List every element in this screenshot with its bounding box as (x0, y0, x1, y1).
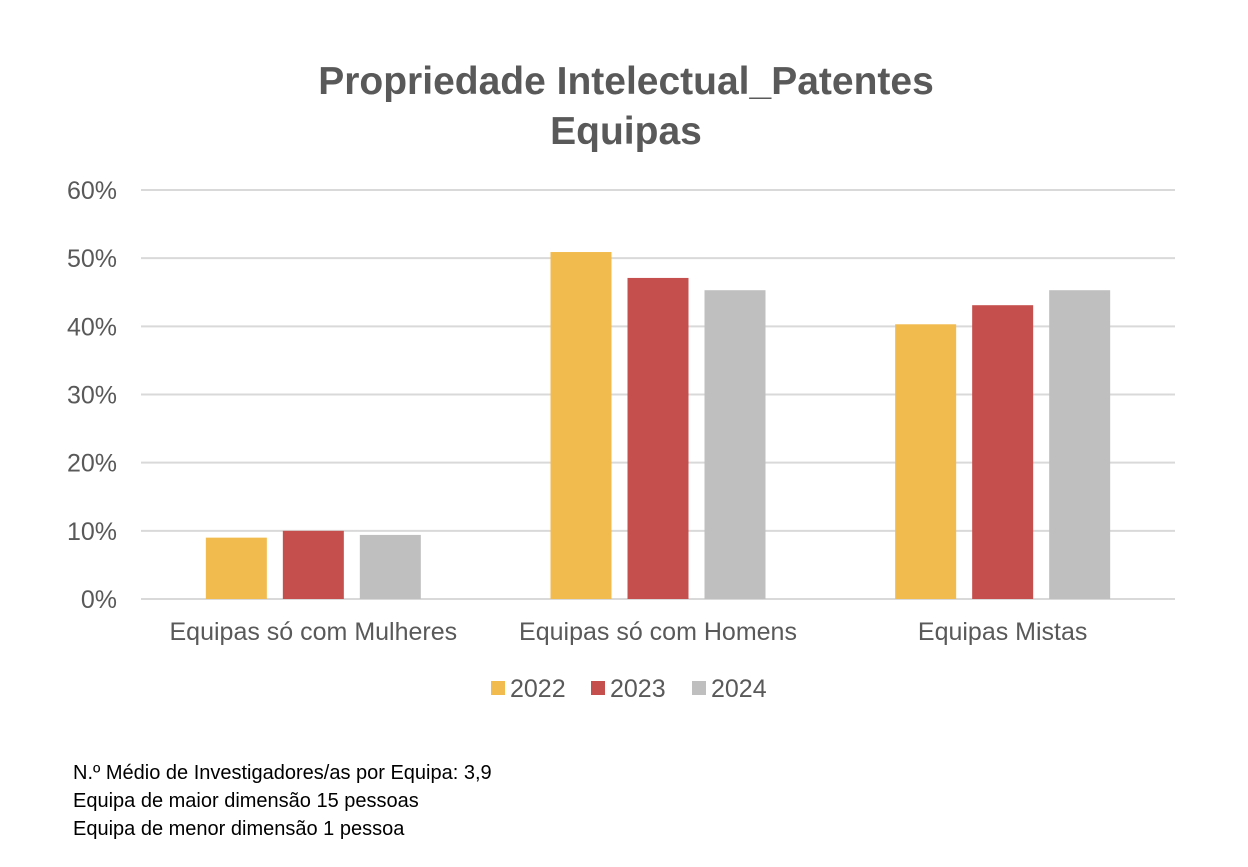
y-tick-label: 60% (67, 177, 117, 205)
x-tick-label: Equipas só com Mulheres (170, 618, 458, 646)
bar-2023-0 (283, 531, 344, 599)
y-tick-label: 20% (67, 450, 117, 478)
y-tick-label: 10% (67, 518, 117, 546)
bar-2022-1 (551, 252, 612, 599)
legend-label: 2023 (610, 675, 666, 703)
note-largest-team: Equipa de maior dimensão 15 pessoas (73, 790, 419, 813)
note-smallest-team: Equipa de menor dimensão 1 pessoa (73, 818, 404, 841)
bar-2022-0 (206, 538, 267, 599)
y-tick-label: 40% (67, 313, 117, 341)
bar-2024-0 (360, 535, 421, 599)
y-tick-label: 50% (67, 245, 117, 273)
legend-label: 2024 (711, 675, 767, 703)
y-tick-label: 0% (81, 586, 117, 614)
bar-2023-2 (972, 305, 1033, 599)
note-average-team: N.º Médio de Investigadores/as por Equip… (73, 762, 492, 785)
y-tick-label: 30% (67, 382, 117, 410)
legend-swatch-2023 (591, 681, 605, 695)
legend-swatch-2022 (491, 681, 505, 695)
bar-2023-1 (628, 278, 689, 599)
x-tick-label: Equipas só com Homens (519, 618, 797, 646)
legend-label: 2022 (510, 675, 566, 703)
bar-2024-2 (1049, 290, 1110, 599)
bar-2022-2 (895, 324, 956, 599)
bar-2024-1 (705, 290, 766, 599)
x-tick-label: Equipas Mistas (918, 618, 1088, 646)
legend-swatch-2024 (692, 681, 706, 695)
